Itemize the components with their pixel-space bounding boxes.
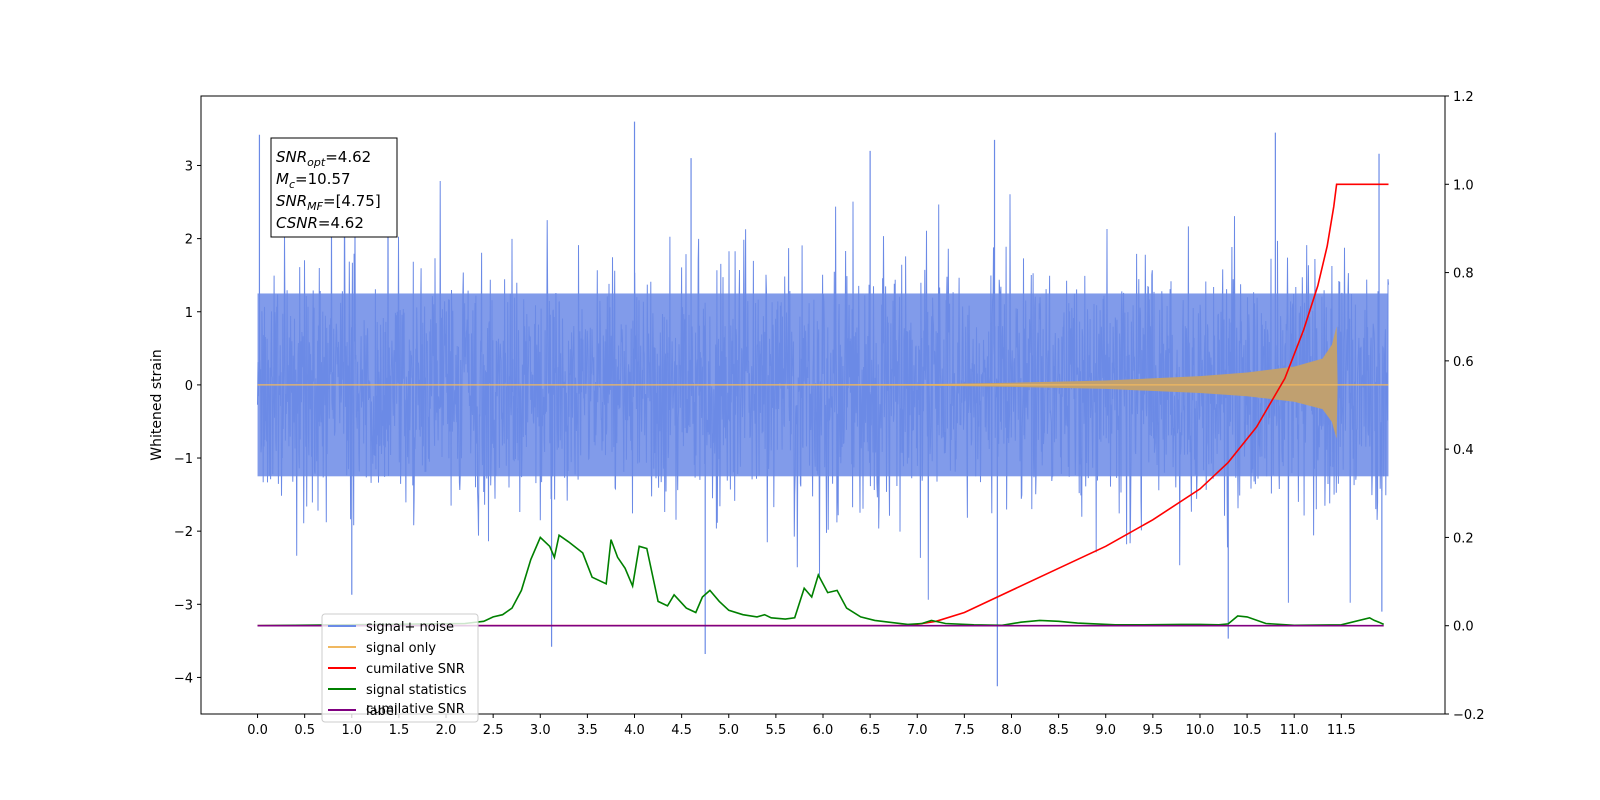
x-tick-label: 4.0 <box>624 723 645 738</box>
y-tick-label-left: 1 <box>185 306 193 321</box>
legend-entry: signal+ noise <box>366 620 454 635</box>
legend-entry: cumilative SNR <box>366 662 465 677</box>
legend: cumilative SNR signal+ noise signal only cu… <box>321 613 479 723</box>
y-tick-label-right: 0.0 <box>1453 620 1474 635</box>
y-axis-left: −4 −3 −2 −1 0 1 2 3 <box>174 159 201 686</box>
y-tick-label-right: 0.8 <box>1453 267 1474 282</box>
x-tick-label: 10.0 <box>1185 723 1214 738</box>
x-tick-label: 9.5 <box>1143 723 1164 738</box>
x-tick-label: 7.5 <box>954 723 975 738</box>
annotation-value: =10.57 <box>295 170 351 188</box>
y-tick-label-left: −1 <box>174 452 193 467</box>
x-tick-label: 2.0 <box>436 723 457 738</box>
y-tick-label-right: 0.6 <box>1453 355 1474 370</box>
legend-frame <box>321 613 479 723</box>
y-tick-label-left: 3 <box>185 159 193 174</box>
y-tick-label-left: −3 <box>174 598 193 613</box>
x-axis: 0.0 0.5 1.0 1.5 2.0 2.5 3.0 3.5 4.0 4.5 5.0 5.5 6.0 6… <box>247 714 1356 738</box>
x-tick-label: 0.5 <box>294 723 315 738</box>
annotation-line: CSNR=4.62 <box>276 214 364 232</box>
annotation-value: =4.62 <box>318 214 364 232</box>
x-tick-label: 1.0 <box>341 723 362 738</box>
annotation-value: =[4.75] <box>323 192 381 210</box>
annotation-line: Mc=10.57 <box>276 170 351 191</box>
annotation-symbol: SNR <box>276 148 307 166</box>
x-tick-label: 11.5 <box>1327 723 1356 738</box>
x-tick-label: 3.0 <box>530 723 551 738</box>
series-cumilative-snr-line <box>257 183 1389 627</box>
y-tick-label-left: 0 <box>185 379 193 394</box>
x-tick-label: 9.0 <box>1095 723 1116 738</box>
annotation-line: SNRopt=4.62 <box>276 148 371 169</box>
annotation-frame <box>270 137 398 238</box>
series-signal-statistics-line <box>257 533 1385 627</box>
x-tick-label: 6.5 <box>860 723 881 738</box>
annotation-symbol: M <box>276 170 289 188</box>
annotation-subscript: opt <box>307 156 326 169</box>
x-tick-label: 8.0 <box>1001 723 1022 738</box>
x-tick-label: 3.5 <box>577 723 598 738</box>
annotation-subscript: c <box>289 178 295 191</box>
annotation-subscript: MF <box>307 200 323 213</box>
annotation-line: SNRMF=[4.75] <box>276 192 381 213</box>
annotation-symbol: CSNR <box>276 214 318 232</box>
x-tick-label: 8.5 <box>1048 723 1069 738</box>
annotation-value: =4.62 <box>325 148 371 166</box>
x-tick-label: 2.5 <box>483 723 504 738</box>
plot-layer <box>257 121 1389 687</box>
x-tick-label: 1.5 <box>389 723 410 738</box>
x-tick-label: 5.0 <box>718 723 739 738</box>
legend-overlap-text: cumilative SNR <box>366 702 465 717</box>
x-tick-label: 0.0 <box>247 723 268 738</box>
series-signal-only-fill <box>257 326 1389 439</box>
annotation-symbol: SNR <box>276 192 307 210</box>
y-axis-right: −0.2 0.0 0.2 0.4 0.6 0.8 1.0 1.2 <box>1445 90 1485 723</box>
y-tick-label-right: −0.2 <box>1453 708 1485 723</box>
y-tick-label-left: −4 <box>174 671 193 686</box>
legend-entry: signal only <box>366 641 436 656</box>
y-axis-label-left: Whitened strain <box>149 349 165 460</box>
x-tick-label: 7.0 <box>907 723 928 738</box>
legend-entry: label <box>366 704 397 719</box>
x-tick-label: 4.5 <box>671 723 692 738</box>
series-signal-noise-line <box>257 161 1389 603</box>
y-tick-label-left: −2 <box>174 525 193 540</box>
y-tick-label-right: 1.2 <box>1453 90 1474 105</box>
y-tick-label-left: 2 <box>185 233 193 248</box>
y-tick-label-right: 1.0 <box>1453 178 1474 193</box>
x-tick-label: 11.0 <box>1280 723 1309 738</box>
x-tick-label: 5.5 <box>766 723 787 738</box>
y-tick-label-right: 0.4 <box>1453 443 1474 458</box>
legend-entry: signal statistics <box>366 683 467 698</box>
x-tick-label: 10.5 <box>1233 723 1262 738</box>
y-tick-label-right: 0.2 <box>1453 531 1474 546</box>
x-tick-label: 6.0 <box>813 723 834 738</box>
